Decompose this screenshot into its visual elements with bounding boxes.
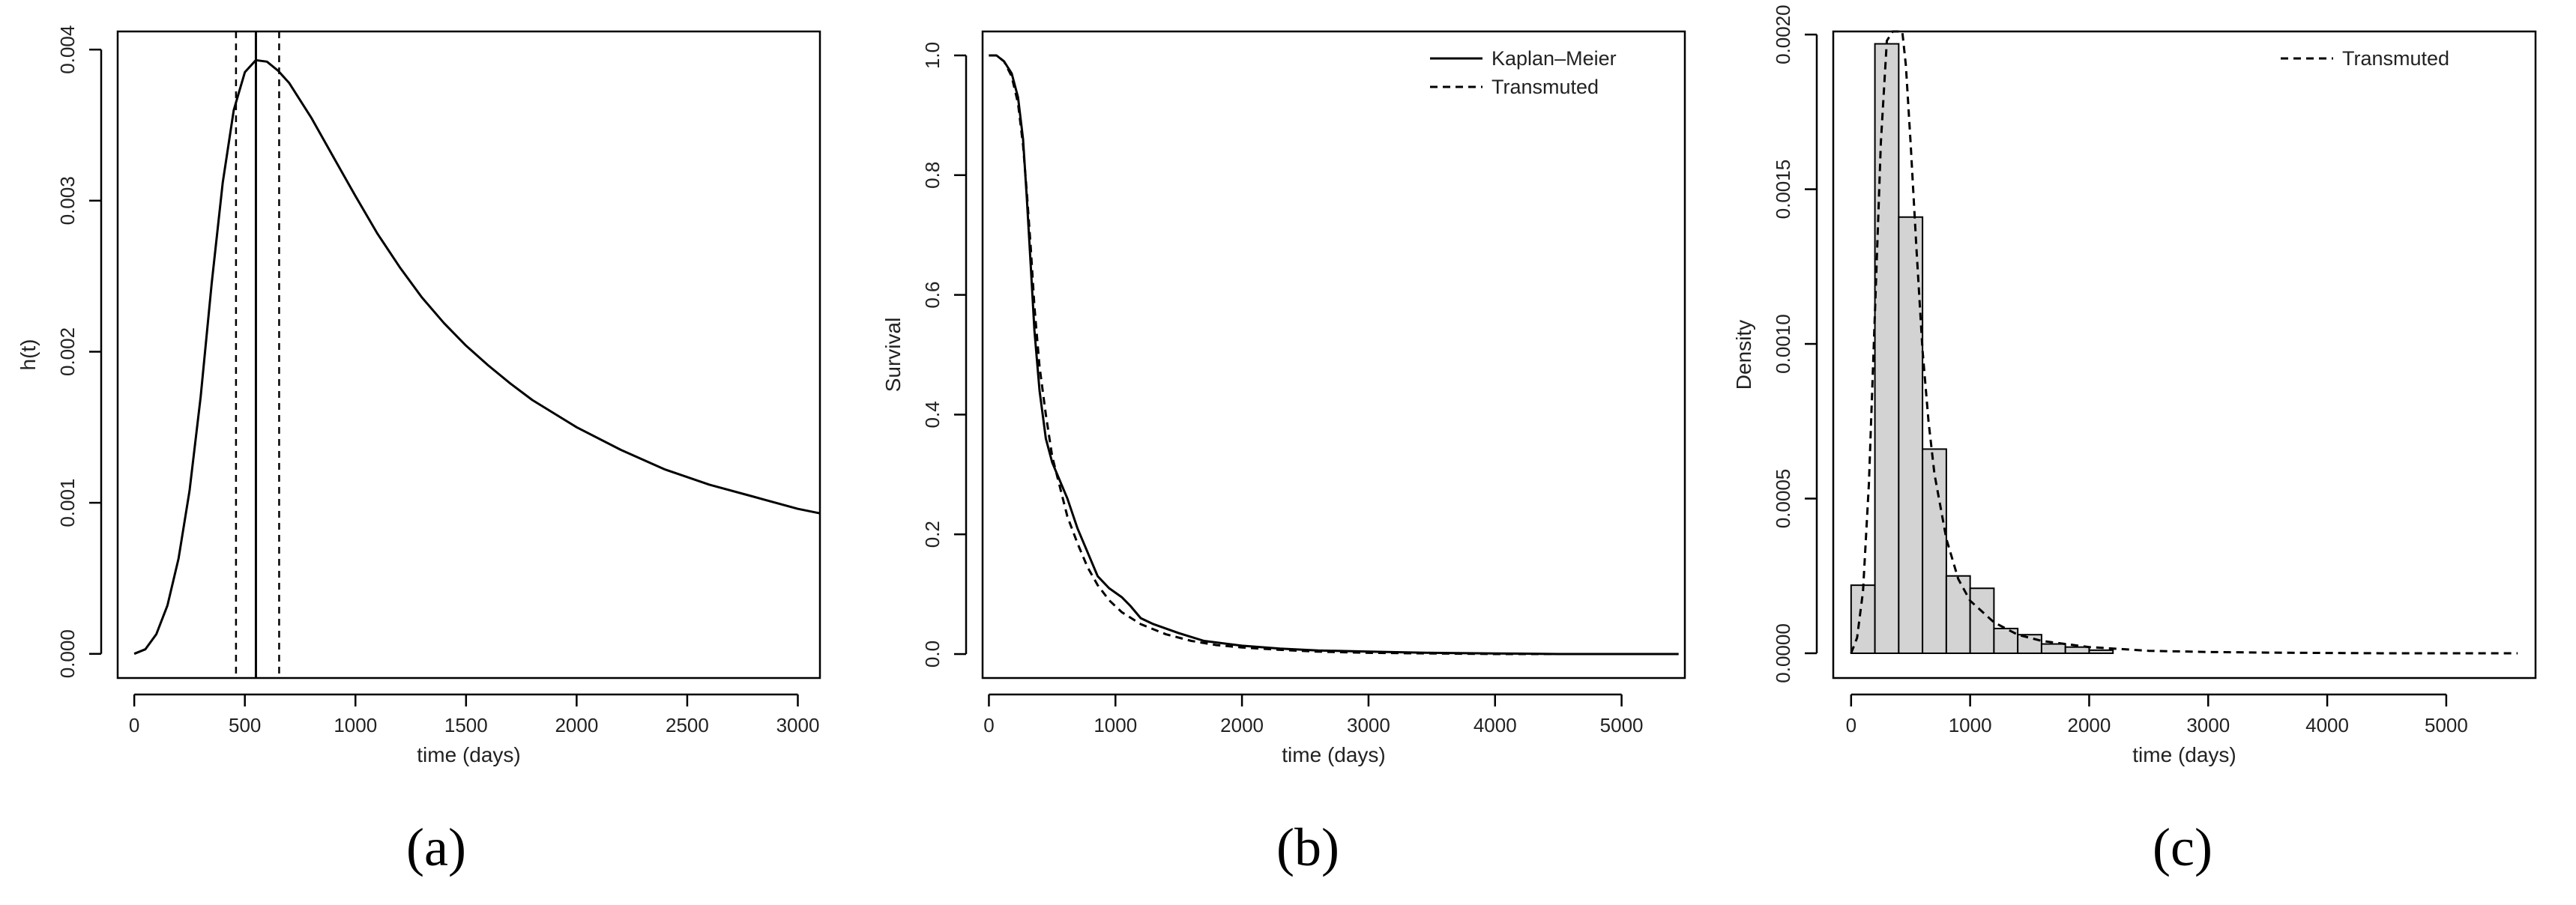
chart-c-legend-label: Transmuted: [2342, 47, 2449, 70]
chart-c-series-line-0: [1850, 30, 2518, 655]
chart-b-x-tick-label: 1000: [1094, 714, 1137, 736]
chart-b-y-tick-label: 0.0: [921, 641, 944, 668]
chart-c-x-tick-label: 0: [1846, 714, 1856, 736]
chart-c-x-axis-title: time (days): [2132, 743, 2236, 766]
chart-c-y-tick-label: 0.0005: [1772, 469, 1794, 529]
panel-label-c: (c): [2153, 817, 2212, 877]
chart-c-x-tick-label: 3000: [2186, 714, 2230, 736]
chart-c-hist-bar: [1969, 587, 1995, 654]
chart-c-x-tick-label: 5000: [2425, 714, 2468, 736]
chart-b-plot-frame: [981, 30, 1686, 679]
chart-b-y-axis-title: Survival: [881, 318, 905, 393]
chart-a-x-tick-label: 2500: [666, 714, 709, 736]
chart-c-y-tick-label: 0.0020: [1772, 4, 1794, 64]
chart-a-y-tick-label: 0.000: [56, 629, 79, 678]
chart-b-y-tick-label: 0.2: [921, 521, 944, 548]
chart-a-x-tick-label: 1000: [334, 714, 377, 736]
chart-b-x-tick-label: 4000: [1473, 714, 1517, 736]
panel-c-density-chart: 0 1000 2000 3000 4000 5000 0.0000 0.0005 0.0010 0…: [1732, 4, 2537, 766]
chart-c-y-axis-title: Density: [1732, 320, 1755, 390]
chart-b-y-tick-label: 0.6: [921, 282, 944, 309]
chart-b-x-tick-label: 2000: [1220, 714, 1264, 736]
chart-c-x-tick-label: 2000: [2068, 714, 2111, 736]
chart-c-hist-bar: [1850, 584, 1876, 654]
chart-b-x-tick-label: 5000: [1600, 714, 1644, 736]
chart-b-y-tick-label: 0.8: [921, 162, 944, 189]
chart-a-y-axis-title: h(t): [16, 339, 40, 371]
chart-b-y-tick-label: 0.4: [921, 401, 944, 428]
chart-b-legend-label: Kaplan–Meier: [1491, 47, 1617, 70]
panel-label-a: (a): [406, 817, 466, 877]
chart-b-y-tick-label: 1.0: [921, 42, 944, 69]
chart-b-legend-label: Transmuted: [1491, 76, 1599, 98]
chart-a-series-line-0: [133, 58, 821, 656]
chart-c-y-tick-label: 0.0015: [1772, 160, 1794, 220]
chart-a-y-tick-label: 0.004: [56, 25, 79, 74]
chart-b-x-tick-label: 0: [983, 714, 994, 736]
chart-c-hist-bar: [2064, 646, 2090, 654]
chart-c-hist-bar: [2040, 643, 2066, 654]
chart-a-y-tick-label: 0.002: [56, 327, 79, 376]
chart-c-hist-bar: [2088, 649, 2114, 654]
panel-b-survival-chart: 0 1000 2000 3000 4000 5000 0.0 0.2 0.4 0.6 0.8 1.0 t…: [881, 30, 1686, 766]
chart-c-x-tick-label: 1000: [1949, 714, 1992, 736]
chart-c-hist-bar: [1922, 448, 1947, 654]
chart-c-y-tick-label: 0.0010: [1772, 314, 1794, 374]
chart-a-x-tick-label: 3000: [776, 714, 820, 736]
chart-b-series-line-1: [989, 54, 1679, 656]
chart-c-hist-bar: [2017, 634, 2042, 654]
chart-a-y-tick-label: 0.003: [56, 176, 79, 225]
chart-a-y-tick-label: 0.001: [56, 479, 79, 527]
chart-c-hist-bar: [1898, 216, 1924, 654]
chart-b-x-axis-title: time (days): [1282, 743, 1385, 766]
chart-b-x-tick-label: 3000: [1347, 714, 1390, 736]
chart-c-plot-frame: [1832, 30, 2537, 679]
chart-c-y-tick-label: 0.0000: [1772, 623, 1794, 683]
chart-c-hist-bar: [1945, 575, 1971, 654]
chart-a-x-tick-label: 500: [229, 714, 261, 736]
chart-a-x-tick-label: 2000: [555, 714, 598, 736]
chart-a-x-tick-label: 0: [129, 714, 139, 736]
chart-a-x-axis-title: time (days): [417, 743, 520, 766]
chart-a-x-tick-label: 1500: [444, 714, 488, 736]
panel-label-b: (b): [1276, 817, 1339, 877]
panel-a-hazard-chart: 0 500 1000 1500 2000 2500 3000 0.000 0.001 0.002 0…: [16, 25, 821, 766]
chart-a-plot-frame: [116, 30, 821, 679]
chart-c-x-tick-label: 4000: [2305, 714, 2349, 736]
chart-c-hist-bar: [1874, 43, 1900, 654]
chart-b-series-line-0: [989, 54, 1679, 656]
